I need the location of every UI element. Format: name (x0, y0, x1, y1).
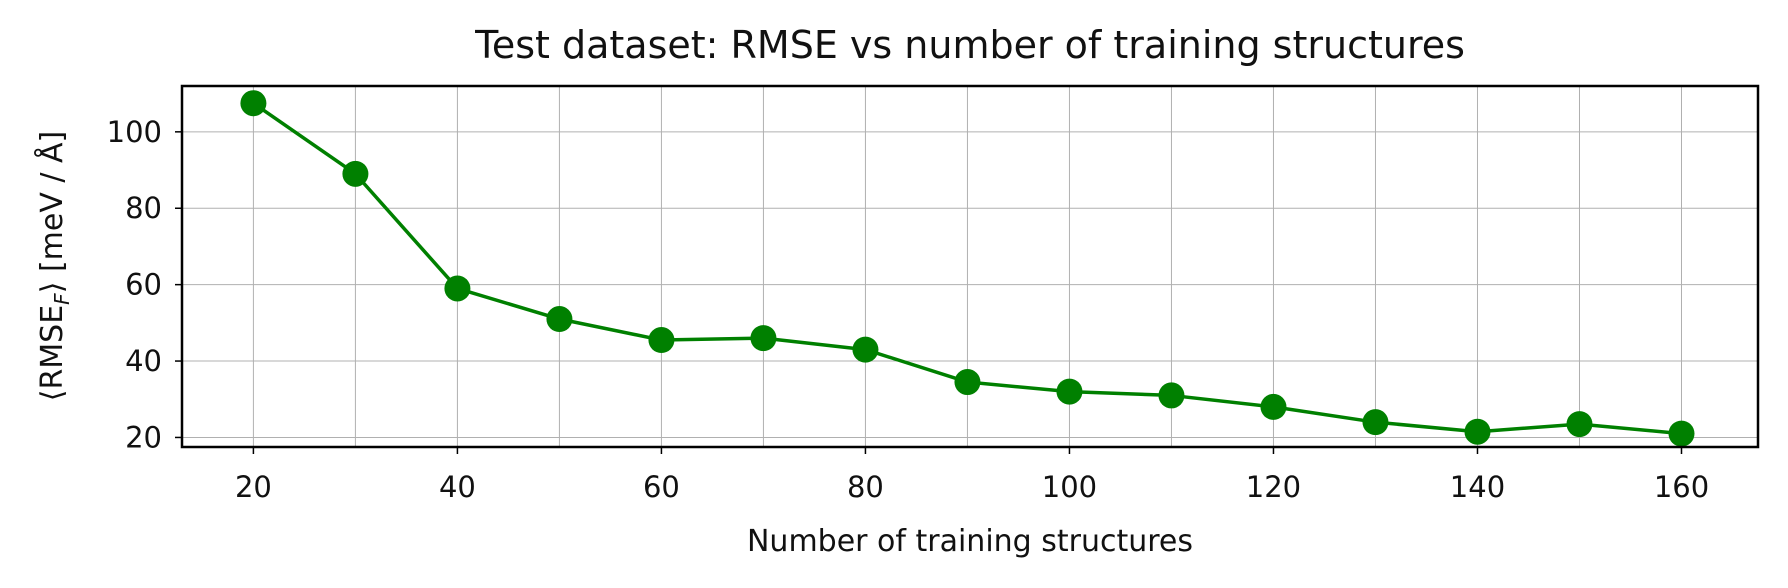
data-point (1260, 393, 1287, 420)
x-tick-label: 140 (1450, 470, 1505, 504)
x-tick-label: 20 (235, 470, 272, 504)
data-point (1056, 378, 1083, 405)
plot-frame (180, 84, 1760, 449)
x-tick-label: 60 (643, 470, 680, 504)
data-point (648, 327, 675, 354)
grid (182, 86, 1758, 447)
x-tick-label: 120 (1246, 470, 1301, 504)
data-point (342, 160, 369, 187)
data-point (240, 90, 267, 117)
data-point (954, 369, 981, 396)
x-tick-label: 80 (847, 470, 884, 504)
data-point (444, 275, 471, 302)
y-axis-label: ⟨RMSEF⟩ [meV / Å] (34, 131, 74, 402)
x-tick-label: 160 (1654, 470, 1709, 504)
data-point (1668, 420, 1695, 447)
data-point (1362, 409, 1389, 436)
data-point (1158, 382, 1185, 409)
data-point (750, 325, 777, 352)
y-tick-label: 40 (125, 344, 162, 378)
y-tick-label: 100 (107, 115, 162, 149)
x-tick-label: 100 (1042, 470, 1097, 504)
y-tick-label: 20 (125, 420, 162, 454)
data-point (546, 306, 573, 333)
x-axis-label: Number of training structures (747, 524, 1193, 559)
series-layer (240, 90, 1695, 447)
y-tick-label: 60 (125, 268, 162, 302)
data-point (1566, 411, 1593, 438)
chart-title: Test dataset: RMSE vs number of training… (474, 23, 1465, 67)
y-tick-label: 80 (125, 191, 162, 225)
data-point (1464, 418, 1491, 445)
x-tick-label: 40 (439, 470, 476, 504)
data-point (852, 336, 879, 363)
axis-ticks: 20 40 60 80 100 120 140 160 20 40 60 80 100 (107, 115, 1710, 504)
